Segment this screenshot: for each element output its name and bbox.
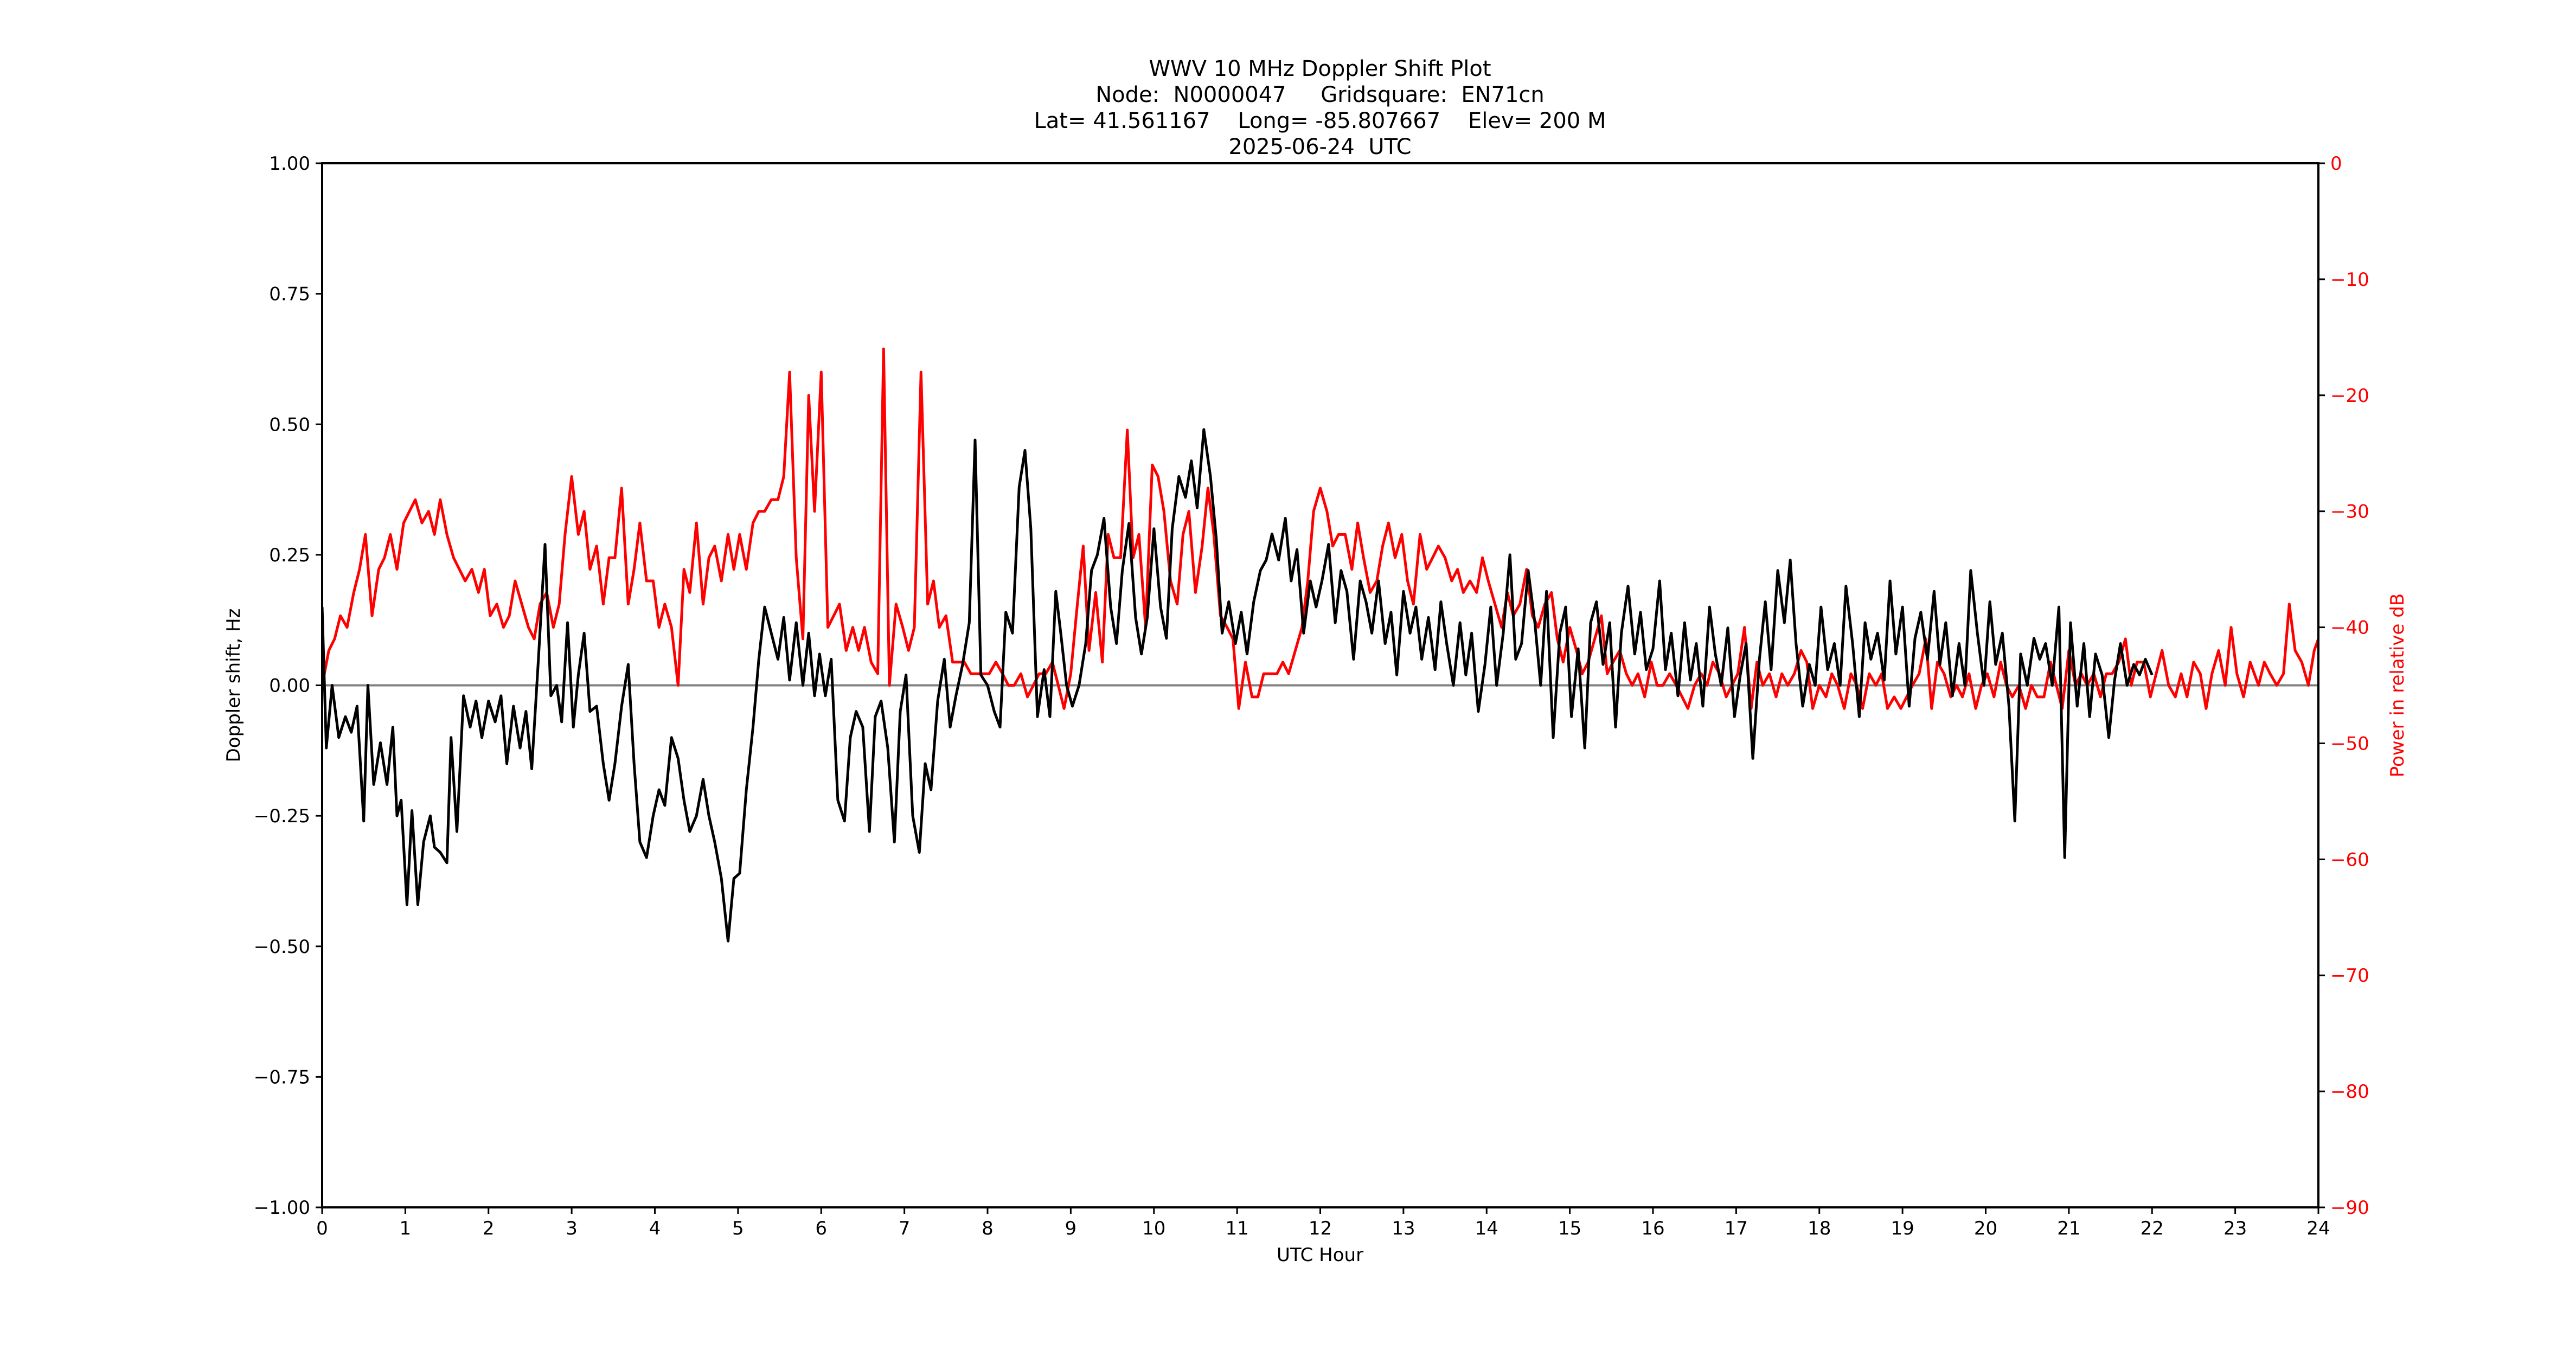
y-axis-left-ticks: 1.00 0.75 0.50 0.25 0.00 −0.25 −0.50 −0.75 −1.00 bbox=[254, 153, 322, 1219]
y-tick-label: −0.75 bbox=[254, 1066, 310, 1088]
x-tick-label: 1 bbox=[400, 1218, 412, 1239]
y2-tick-label: −40 bbox=[2330, 617, 2369, 639]
y-tick-label: −0.25 bbox=[254, 805, 310, 827]
doppler-series-line bbox=[322, 428, 2154, 943]
x-tick-label: 21 bbox=[2057, 1218, 2080, 1239]
x-tick-label: 14 bbox=[1475, 1218, 1498, 1239]
y2-tick-label: −30 bbox=[2330, 501, 2369, 523]
y2-tick-label: −20 bbox=[2330, 385, 2369, 407]
x-tick-label: 7 bbox=[899, 1218, 911, 1239]
y2-tick-label: −60 bbox=[2330, 849, 2369, 871]
x-tick-label: 16 bbox=[1641, 1218, 1664, 1239]
subtitle-node-gridsquare: Node: N0000047 Gridsquare: EN71cn bbox=[1095, 82, 1545, 107]
y-tick-label: 0.75 bbox=[269, 284, 310, 305]
chart-title: WWV 10 MHz Doppler Shift Plot bbox=[1149, 56, 1491, 81]
title-block: WWV 10 MHz Doppler Shift Plot Node: N000… bbox=[1034, 56, 1606, 159]
y-tick-label: 0.50 bbox=[269, 414, 310, 436]
x-axis-label: UTC Hour bbox=[1277, 1244, 1363, 1266]
x-tick-label: 4 bbox=[649, 1218, 661, 1239]
y-tick-label: 0.25 bbox=[269, 545, 310, 566]
x-axis-ticks: 0 1 2 3 4 5 6 7 8 9 10 11 12 13 14 15 16 17 18 19 20 21 22 23 24 bbox=[316, 1207, 2330, 1239]
y2-tick-label: 0 bbox=[2330, 153, 2342, 175]
x-tick-label: 22 bbox=[2141, 1218, 2164, 1239]
x-tick-label: 6 bbox=[815, 1218, 827, 1239]
subtitle-location: Lat= 41.561167 Long= -85.807667 Elev= 20… bbox=[1034, 108, 1606, 133]
x-tick-label: 9 bbox=[1065, 1218, 1077, 1239]
x-tick-label: 12 bbox=[1309, 1218, 1332, 1239]
x-tick-label: 8 bbox=[982, 1218, 994, 1239]
y-axis-left-label: Doppler shift, Hz bbox=[223, 609, 245, 763]
x-tick-label: 19 bbox=[1891, 1218, 1914, 1239]
y-tick-label: 0.00 bbox=[269, 675, 310, 697]
y-axis-right-ticks: 0 −10 −20 −30 −40 −50 −60 −70 −80 −90 bbox=[2318, 153, 2369, 1219]
y2-tick-label: −90 bbox=[2330, 1197, 2369, 1219]
x-tick-label: 5 bbox=[732, 1218, 744, 1239]
x-tick-label: 0 bbox=[316, 1218, 328, 1239]
y2-tick-label: −80 bbox=[2330, 1081, 2369, 1103]
y2-tick-label: −70 bbox=[2330, 965, 2369, 987]
x-tick-label: 11 bbox=[1225, 1218, 1248, 1239]
x-tick-label: 13 bbox=[1392, 1218, 1415, 1239]
x-tick-label: 2 bbox=[483, 1218, 495, 1239]
y-tick-label: −1.00 bbox=[254, 1197, 310, 1219]
x-tick-label: 10 bbox=[1142, 1218, 1165, 1239]
y-axis-right-label: Power in relative dB bbox=[2387, 593, 2408, 777]
y2-tick-label: −50 bbox=[2330, 733, 2369, 754]
x-tick-label: 23 bbox=[2223, 1218, 2247, 1239]
y2-tick-label: −10 bbox=[2330, 269, 2369, 291]
subtitle-date: 2025-06-24 UTC bbox=[1228, 135, 1411, 159]
y-tick-label: −0.50 bbox=[254, 936, 310, 958]
x-tick-label: 15 bbox=[1558, 1218, 1581, 1239]
x-tick-label: 24 bbox=[2306, 1218, 2330, 1239]
x-tick-label: 20 bbox=[1974, 1218, 1997, 1239]
x-tick-label: 18 bbox=[1808, 1218, 1831, 1239]
x-tick-label: 3 bbox=[566, 1218, 578, 1239]
x-tick-label: 17 bbox=[1725, 1218, 1748, 1239]
y-tick-label: 1.00 bbox=[269, 153, 310, 175]
